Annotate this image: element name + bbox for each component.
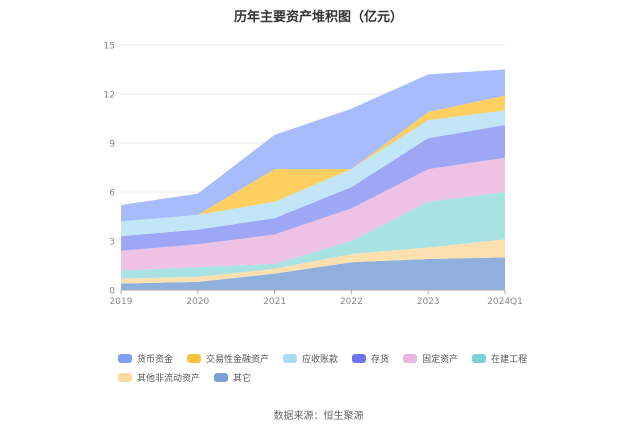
x-tick-label: 2020 [186,297,209,307]
x-tick-label: 2021 [263,297,286,307]
legend-label: 交易性金融资产 [206,355,270,365]
x-tick-label: 2022 [340,297,363,307]
legend-item[interactable]: 存货 [352,352,389,365]
legend-swatch [472,354,487,363]
legend-swatch [118,373,132,382]
legend-label: 在建工程 [491,355,528,365]
legend-swatch [118,354,132,363]
legend-label: 固定资产 [422,355,459,365]
area-series-固定资产 [121,157,505,271]
legend-swatch [403,354,418,363]
area-series-在建工程 [121,192,505,279]
data-source: 数据来源：恒生聚源 [273,411,364,422]
legend-item[interactable]: 在建工程 [472,352,527,365]
y-tick-label: 6 [109,189,115,199]
chart-legend: 货币资金 交易性金融资产 应收账款 存货 固定资产 在建工程其他非流动资产 其它 [118,352,538,384]
legend-swatch [352,354,367,363]
legend-swatch [187,354,202,363]
legend-label: 其他非流动资产 [137,374,201,384]
legend-item[interactable]: 货币资金 [118,352,173,365]
area-series-存货 [121,125,505,251]
legend-item[interactable]: 应收账款 [283,352,338,365]
chart-title: 历年主要资产堆积图（亿元） [233,10,403,25]
area-series-其他非流动资产 [121,239,505,284]
legend-swatch [283,354,298,363]
legend-label: 其它 [233,374,252,384]
area-series-货币资金 [121,69,505,222]
legend-label: 货币资金 [137,355,174,365]
x-tick-label: 2023 [417,297,440,307]
legend-item[interactable]: 固定资产 [403,352,458,365]
x-tick-label: 2024Q1 [487,297,523,307]
y-tick-label: 0 [109,287,115,297]
y-tick-label: 12 [104,91,115,101]
area-series-其它 [121,257,505,290]
legend-label: 存货 [371,355,390,365]
area-series-应收账款 [121,110,505,237]
legend-item[interactable]: 其他非流动资产 [118,371,200,384]
y-tick-label: 15 [104,42,115,52]
x-tick-label: 2019 [110,297,133,307]
legend-swatch [214,373,229,382]
legend-item[interactable]: 交易性金融资产 [187,352,269,365]
legend-label: 应收账款 [302,355,339,365]
legend-item[interactable]: 其它 [214,371,251,384]
area-series-交易性金融资产 [121,95,505,222]
y-tick-label: 9 [109,140,115,150]
y-tick-label: 3 [109,238,115,248]
